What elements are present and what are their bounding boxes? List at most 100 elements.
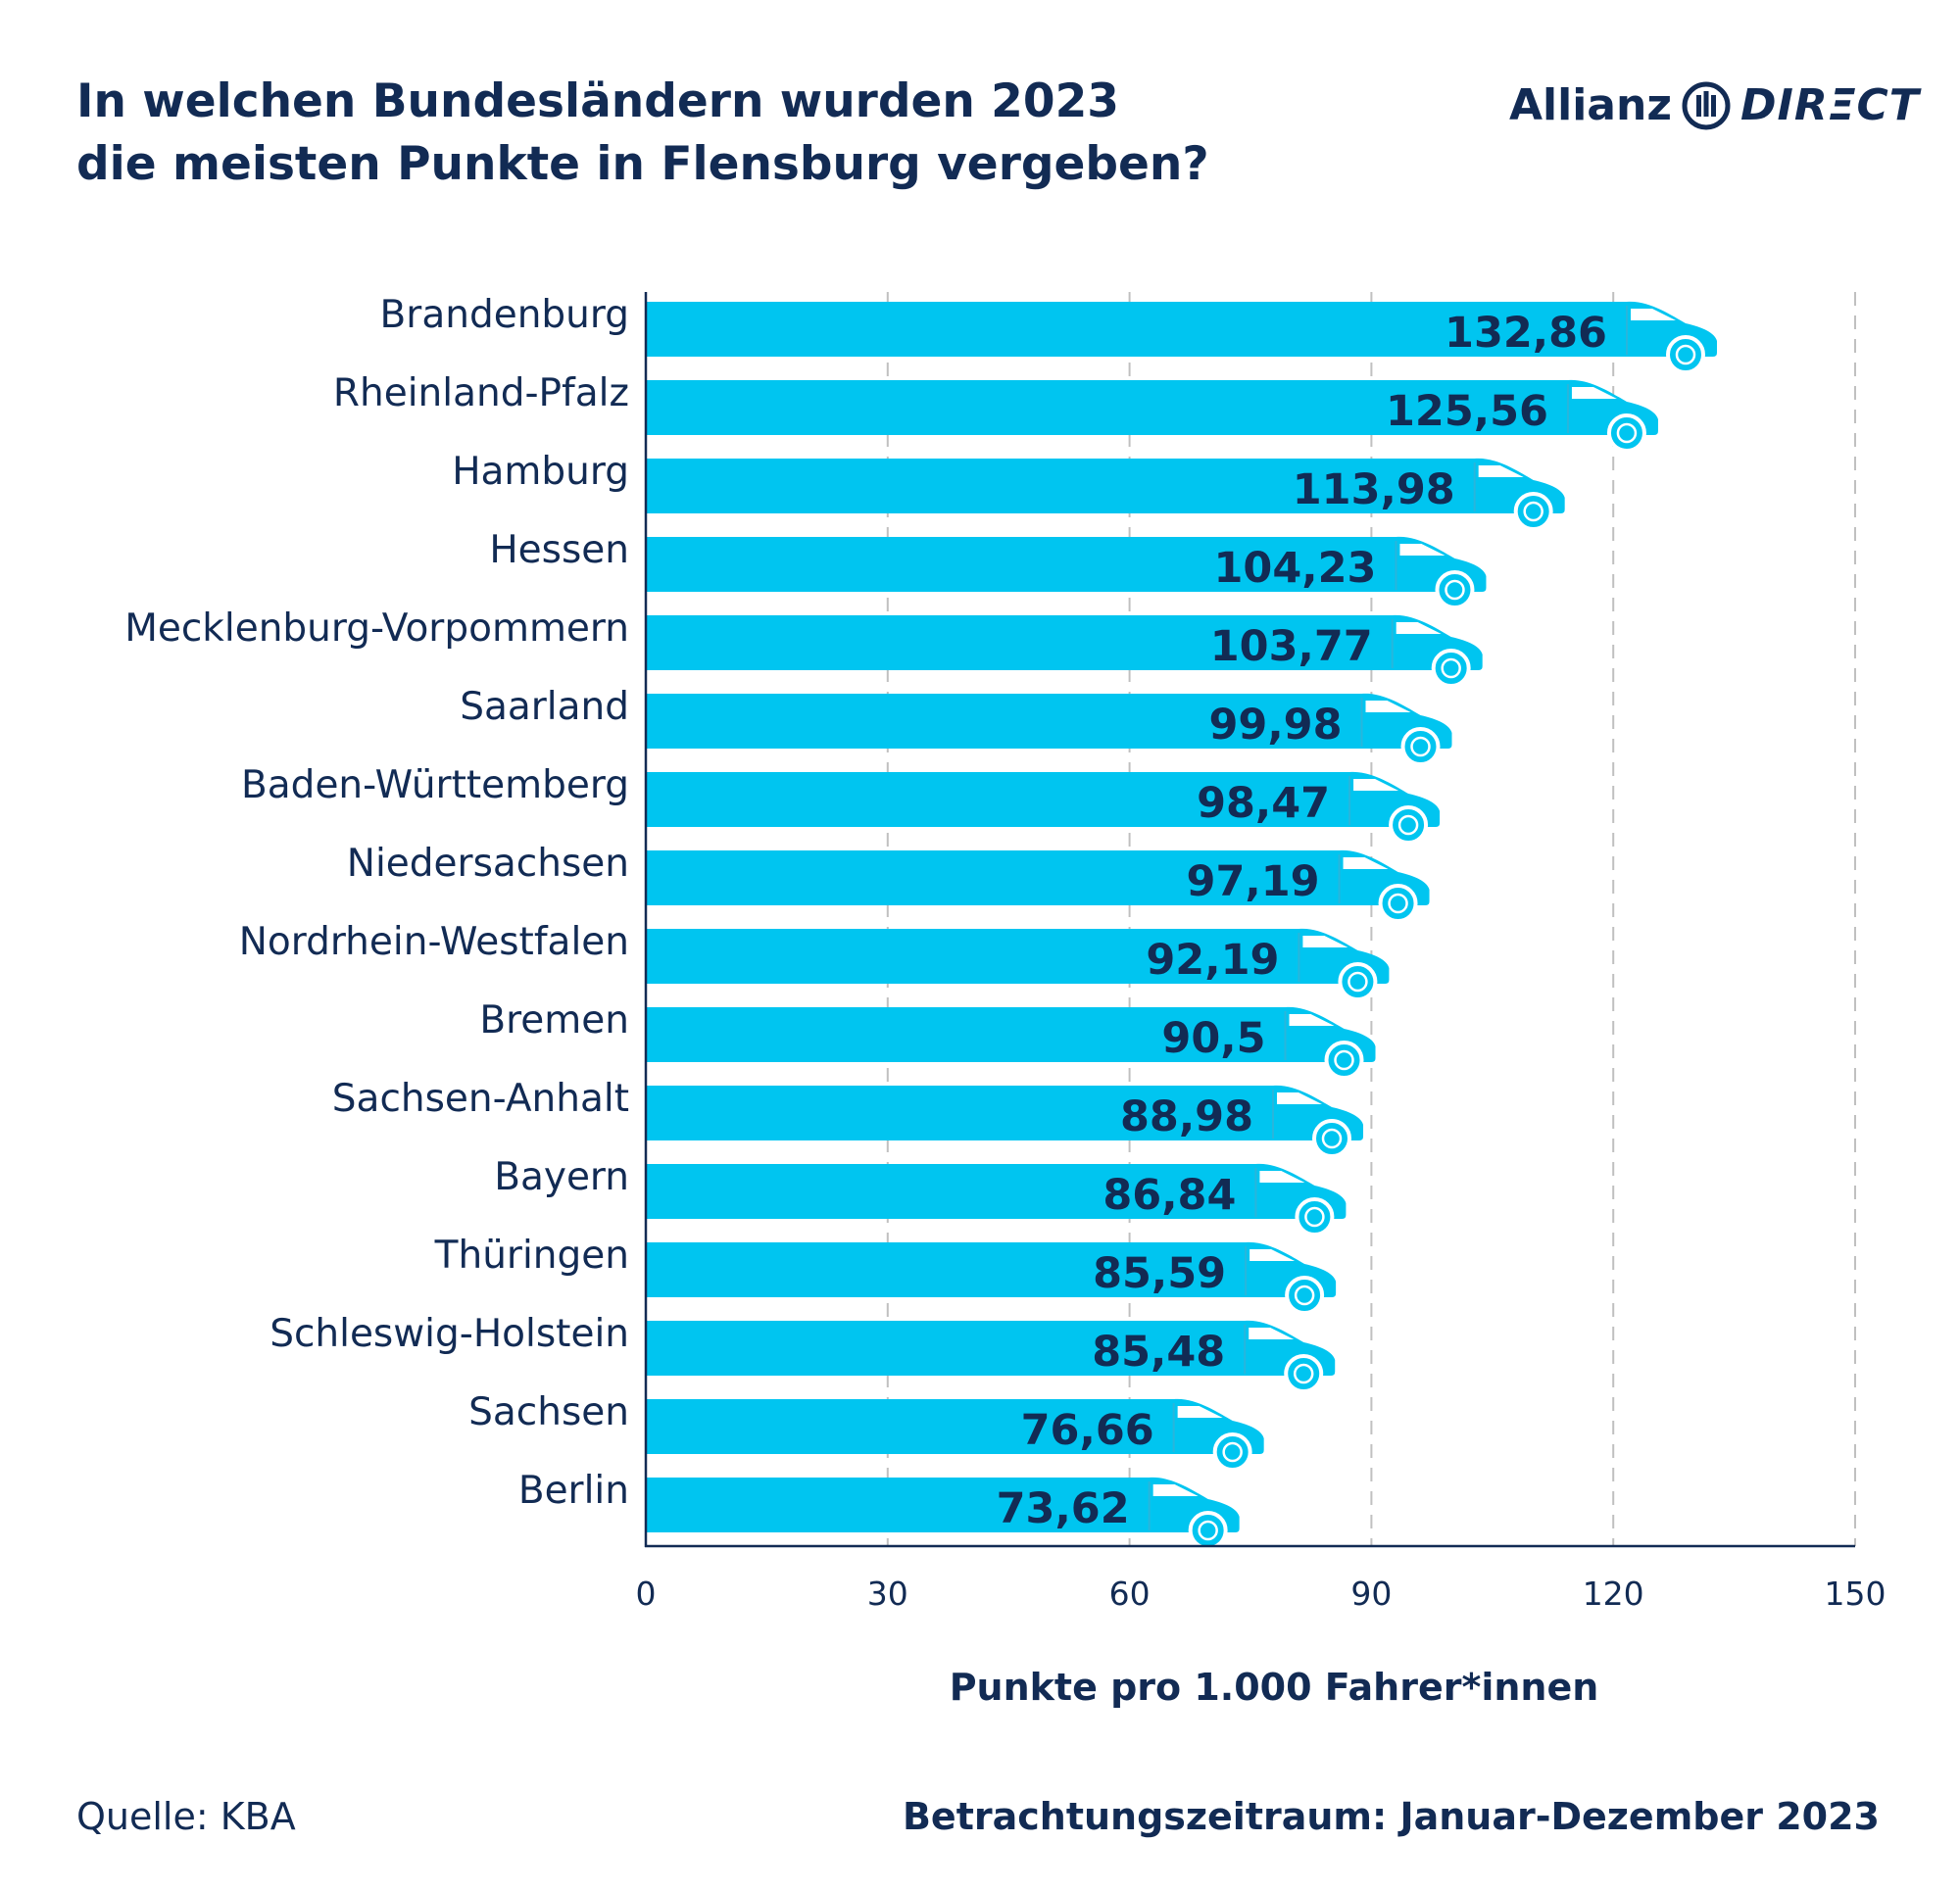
category-label: Saarland (460, 685, 629, 729)
source-note: Quelle: KBA (76, 1795, 296, 1838)
chart-title-line2: die meisten Punkte in Flensburg vergeben… (76, 137, 1209, 191)
car-wheel (1285, 1276, 1325, 1315)
bar-value-label: 113,98 (1293, 465, 1455, 514)
category-label: Rheinland-Pfalz (333, 371, 629, 415)
bar-value-label: 73,62 (997, 1484, 1130, 1533)
car-wheel-hub (1445, 579, 1465, 601)
car-wheel-hub (1304, 1206, 1325, 1228)
x-tick-label: 150 (1825, 1575, 1886, 1613)
bar (646, 1320, 1336, 1376)
car-window (1396, 622, 1442, 634)
car-window (1630, 309, 1676, 320)
bar-value-label: 85,59 (1093, 1249, 1226, 1298)
category-label: Brandenburg (380, 293, 629, 337)
bar-value-label: 88,98 (1120, 1092, 1253, 1141)
car-wheel-hub (1222, 1441, 1243, 1463)
bar-value-label: 85,48 (1092, 1328, 1225, 1377)
car-window (1259, 1171, 1305, 1183)
bar (646, 771, 1441, 827)
car-wheel-hub (1523, 501, 1544, 522)
car-wheel-hub (1441, 657, 1461, 679)
bar-row: 97,19 (646, 849, 1430, 923)
bar (646, 1006, 1376, 1062)
bar-value-label: 86,84 (1102, 1171, 1236, 1220)
bar (646, 301, 1717, 357)
x-tick-label: 60 (1109, 1575, 1151, 1613)
category-label: Sachsen (468, 1390, 629, 1434)
bar-row: 92,19 (646, 928, 1390, 1001)
car-wheel (1188, 1511, 1228, 1550)
bar-row: 132,86 (646, 301, 1717, 374)
category-label: Baden-Württemberg (241, 763, 629, 807)
car-wheel-hub (1616, 422, 1638, 444)
category-label: Schleswig-Holstein (270, 1312, 629, 1356)
bar-row: 88,98 (646, 1085, 1364, 1158)
car-wheel (1400, 727, 1441, 766)
car-window (1353, 779, 1399, 791)
car-wheel (1431, 649, 1471, 688)
chart-title-line1: In welchen Bundesländern wurden 2023 (76, 74, 1119, 128)
car-wheel-hub (1348, 971, 1368, 993)
bar-row: 85,48 (646, 1320, 1336, 1393)
x-axis-title: Punkte pro 1.000 Fahrer*innen (950, 1666, 1599, 1709)
category-label: Nordrhein-Westfalen (239, 920, 629, 964)
bar-row: 104,23 (646, 536, 1487, 609)
bar-row: 86,84 (646, 1163, 1347, 1236)
car-wheel-hub (1198, 1520, 1218, 1541)
car-window (1571, 387, 1617, 399)
car-window (1152, 1484, 1199, 1496)
bars: 132,86 125,56 113,98 104,23 103,77 99,98 98,47… (646, 301, 1717, 1550)
bar (646, 1085, 1364, 1140)
car-window (1478, 465, 1524, 477)
car-window (1177, 1406, 1223, 1418)
car-wheel (1389, 805, 1429, 845)
bar-value-label: 132,86 (1445, 309, 1607, 358)
category-label: Niedersachsen (347, 842, 629, 886)
brand-name-allianz: Allianz (1509, 80, 1672, 130)
category-label: Sachsen-Anhalt (332, 1077, 629, 1121)
bar-value-label: 92,19 (1146, 936, 1279, 985)
x-tick-label: 0 (636, 1575, 657, 1613)
bar-value-label: 97,19 (1187, 857, 1320, 906)
axes: 0 30 60 90 120 150 Brandenburg Rheinland-Pfalz H… (124, 292, 1886, 1613)
car-wheel-hub (1410, 736, 1431, 757)
bar-row: 73,62 (646, 1477, 1240, 1550)
bar-value-label: 125,56 (1386, 387, 1548, 436)
x-tick-label: 90 (1350, 1575, 1392, 1613)
bar-row: 76,66 (646, 1398, 1264, 1472)
x-tick-label: 30 (867, 1575, 908, 1613)
car-wheel-hub (1397, 814, 1419, 836)
car-wheel (1338, 962, 1378, 1001)
car-window (1289, 1014, 1335, 1026)
car-window (1343, 857, 1389, 869)
brand-name-direct: DIRΞCT (1740, 80, 1920, 130)
bar (646, 458, 1565, 513)
bar-row: 98,47 (646, 771, 1441, 845)
bar-row: 90,5 (646, 1006, 1376, 1080)
car-wheel (1435, 570, 1475, 609)
period-note: Betrachtungszeitraum: Januar-Dezember 20… (902, 1795, 1880, 1838)
car-wheel (1324, 1041, 1364, 1080)
allianz-direct-logo: Allianz DIRΞCT (1509, 80, 1920, 130)
car-wheel-hub (1388, 893, 1408, 914)
bar (646, 693, 1452, 749)
bar (646, 614, 1483, 670)
car-window (1399, 544, 1446, 556)
car-wheel-hub (1321, 1128, 1343, 1149)
car-wheel (1295, 1197, 1335, 1236)
bar (646, 849, 1430, 905)
car-wheel (1212, 1432, 1252, 1472)
bar-value-label: 103,77 (1210, 622, 1373, 671)
allianz-eagle-icon (1682, 81, 1731, 129)
category-label: Berlin (518, 1469, 629, 1513)
bar-row: 125,56 (646, 379, 1658, 453)
category-label: Thüringen (434, 1234, 629, 1278)
car-wheel-hub (1294, 1285, 1315, 1306)
car-wheel (1513, 492, 1553, 531)
category-label: Hamburg (452, 450, 629, 494)
category-label: Bremen (479, 998, 629, 1042)
car-wheel (1312, 1119, 1352, 1158)
bar-value-label: 76,66 (1021, 1406, 1154, 1455)
bar-row: 99,98 (646, 693, 1452, 766)
category-label: Mecklenburg-Vorpommern (124, 606, 629, 651)
